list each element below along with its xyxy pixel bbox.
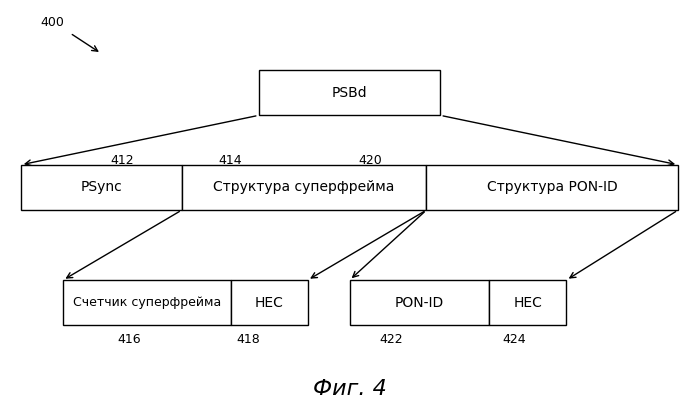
Text: 414: 414 <box>219 154 243 167</box>
Bar <box>63 280 231 325</box>
Text: PSync: PSync <box>80 180 122 194</box>
Text: PSBd: PSBd <box>332 86 367 100</box>
Bar <box>350 280 489 325</box>
Text: 412: 412 <box>110 154 134 167</box>
Text: HEC: HEC <box>254 296 284 310</box>
Bar <box>259 70 440 115</box>
Text: Счетчик суперфрейма: Счетчик суперфрейма <box>73 296 221 309</box>
Text: Фиг. 4: Фиг. 4 <box>312 379 387 399</box>
Bar <box>231 280 308 325</box>
Text: 416: 416 <box>117 333 141 346</box>
Text: Структура PON-ID: Структура PON-ID <box>487 180 618 194</box>
Text: 400: 400 <box>41 16 64 29</box>
Bar <box>426 165 678 210</box>
Bar <box>21 165 182 210</box>
Text: 418: 418 <box>236 333 260 346</box>
Text: HEC: HEC <box>513 296 542 310</box>
Text: 424: 424 <box>502 333 526 346</box>
Text: PON-ID: PON-ID <box>395 296 444 310</box>
Bar <box>182 165 426 210</box>
Text: Структура суперфрейма: Структура суперфрейма <box>213 180 395 194</box>
Text: 422: 422 <box>380 333 403 346</box>
Bar <box>489 280 566 325</box>
Text: 420: 420 <box>359 154 382 167</box>
